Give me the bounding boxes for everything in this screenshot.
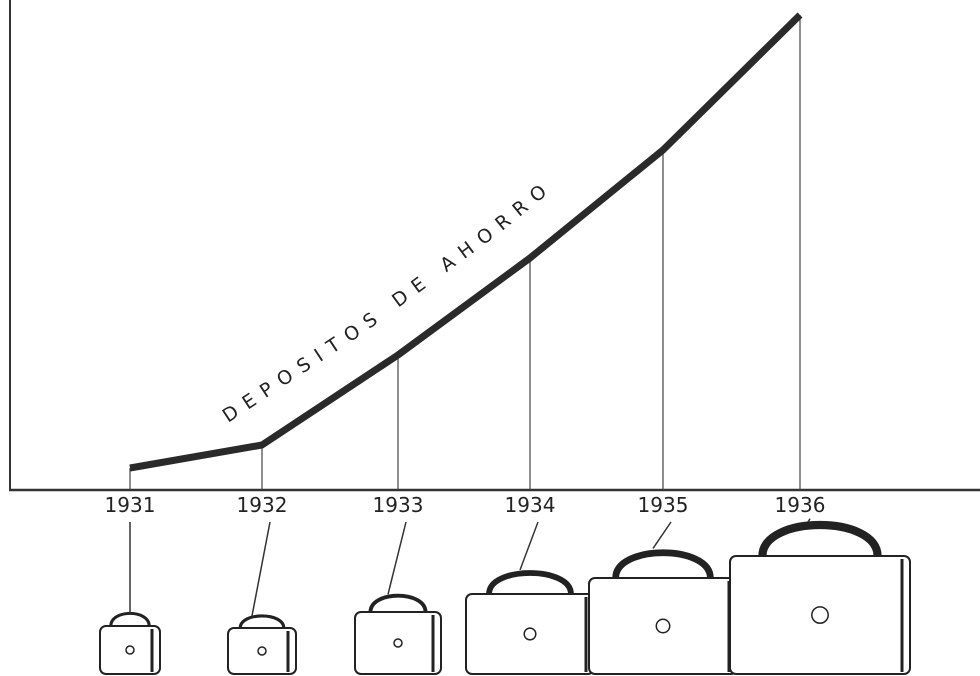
leader (251, 521, 271, 617)
bag-body (729, 555, 911, 675)
bag-handle (109, 612, 151, 627)
series-label: DEPOSITOS DE AHORRO (219, 175, 558, 427)
money-bag (588, 549, 738, 675)
bag-handle (612, 549, 714, 579)
x-tick-label: 1936 (775, 493, 826, 517)
x-tick-label: 1933 (373, 493, 424, 517)
bag-body (99, 625, 161, 675)
bag-handle (368, 593, 428, 613)
bag-handle (758, 521, 882, 557)
bag-lock (393, 638, 403, 648)
leader (807, 518, 811, 523)
money-bag (99, 612, 161, 675)
money-bag (729, 521, 911, 675)
x-tick-label: 1931 (105, 493, 156, 517)
bag-body (227, 627, 297, 675)
leader (652, 521, 672, 549)
x-tick-label: 1932 (237, 493, 288, 517)
bag-handle (238, 614, 286, 629)
bag-lock (811, 606, 829, 624)
bag-handle (486, 570, 574, 595)
money-bag (227, 614, 297, 675)
series-label-text: DEPOSITOS DE AHORRO (219, 175, 549, 427)
data-line (129, 12, 803, 472)
x-tick-label: 1935 (638, 493, 689, 517)
bag-lock (523, 627, 537, 641)
bag-body (354, 611, 442, 675)
money-bag (465, 570, 595, 675)
leader (519, 521, 539, 571)
bag-body (465, 593, 595, 675)
bag-lock (655, 618, 671, 634)
bag-lock (125, 645, 135, 655)
bag-body (588, 577, 738, 675)
leader (387, 521, 407, 595)
money-bag (354, 593, 442, 675)
bag-lock (257, 646, 267, 656)
x-tick-label: 1934 (505, 493, 556, 517)
